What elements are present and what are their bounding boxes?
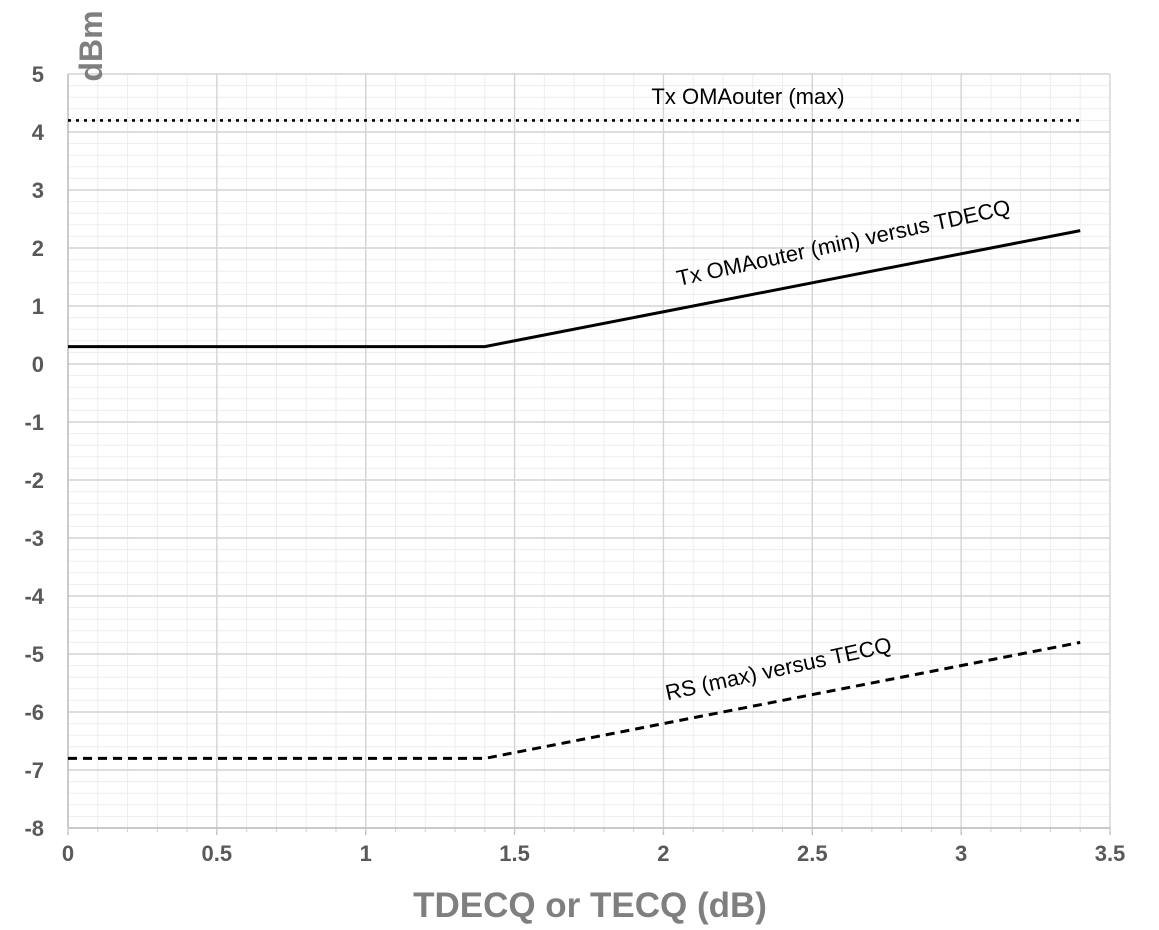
x-tick-label: 1 [360,841,372,866]
y-tick-labels: -8 -7 -6 -5 -4 -3 -2 -1 0 1 2 3 4 5 [24,62,44,841]
x-tick-label: 2.5 [797,841,828,866]
series-label-rs-max: RS (max) versus TECQ [663,632,894,705]
series-line-1 [68,229,1081,349]
series-label-tx-oma-max: Tx OMAouter (max) [651,84,844,109]
x-tick-label: 1.5 [499,841,530,866]
y-tick-label: 1 [32,294,44,319]
major-grid [67,73,1111,829]
y-tick-label: -1 [24,410,44,435]
x-tick-label: 0 [62,841,74,866]
series-labels: Tx OMAouter (max) Tx OMAouter (min) vers… [651,84,1012,705]
y-tick-label: 0 [32,352,44,377]
y-tick-label: 2 [32,236,44,261]
axes [67,74,1111,835]
y-tick-label: -2 [24,468,44,493]
y-tick-label: 5 [32,62,44,87]
y-tick-label: -3 [24,526,44,551]
x-axis-title: TDECQ or TECQ (dB) [413,886,767,925]
series-line-2 [68,640,1081,760]
y-tick-label: -7 [24,758,44,783]
minor-grid [67,73,1111,829]
y-tick-label: 3 [32,178,44,203]
y-tick-label: -5 [24,642,44,667]
x-tick-label: 3 [955,841,967,866]
y-tick-label: 4 [32,120,45,145]
x-tick-label: 2 [657,841,669,866]
series-lines [68,119,1081,760]
x-tick-labels: 0 0.5 1 1.5 2 2.5 3 3.5 [62,841,1125,866]
y-tick-label: -6 [24,700,44,725]
y-tick-label: -4 [24,584,44,609]
x-tick-label: 0.5 [202,841,233,866]
y-tick-label: -8 [24,816,44,841]
y-axis-title: dBm [73,10,109,81]
x-tick-label: 3.5 [1095,841,1126,866]
